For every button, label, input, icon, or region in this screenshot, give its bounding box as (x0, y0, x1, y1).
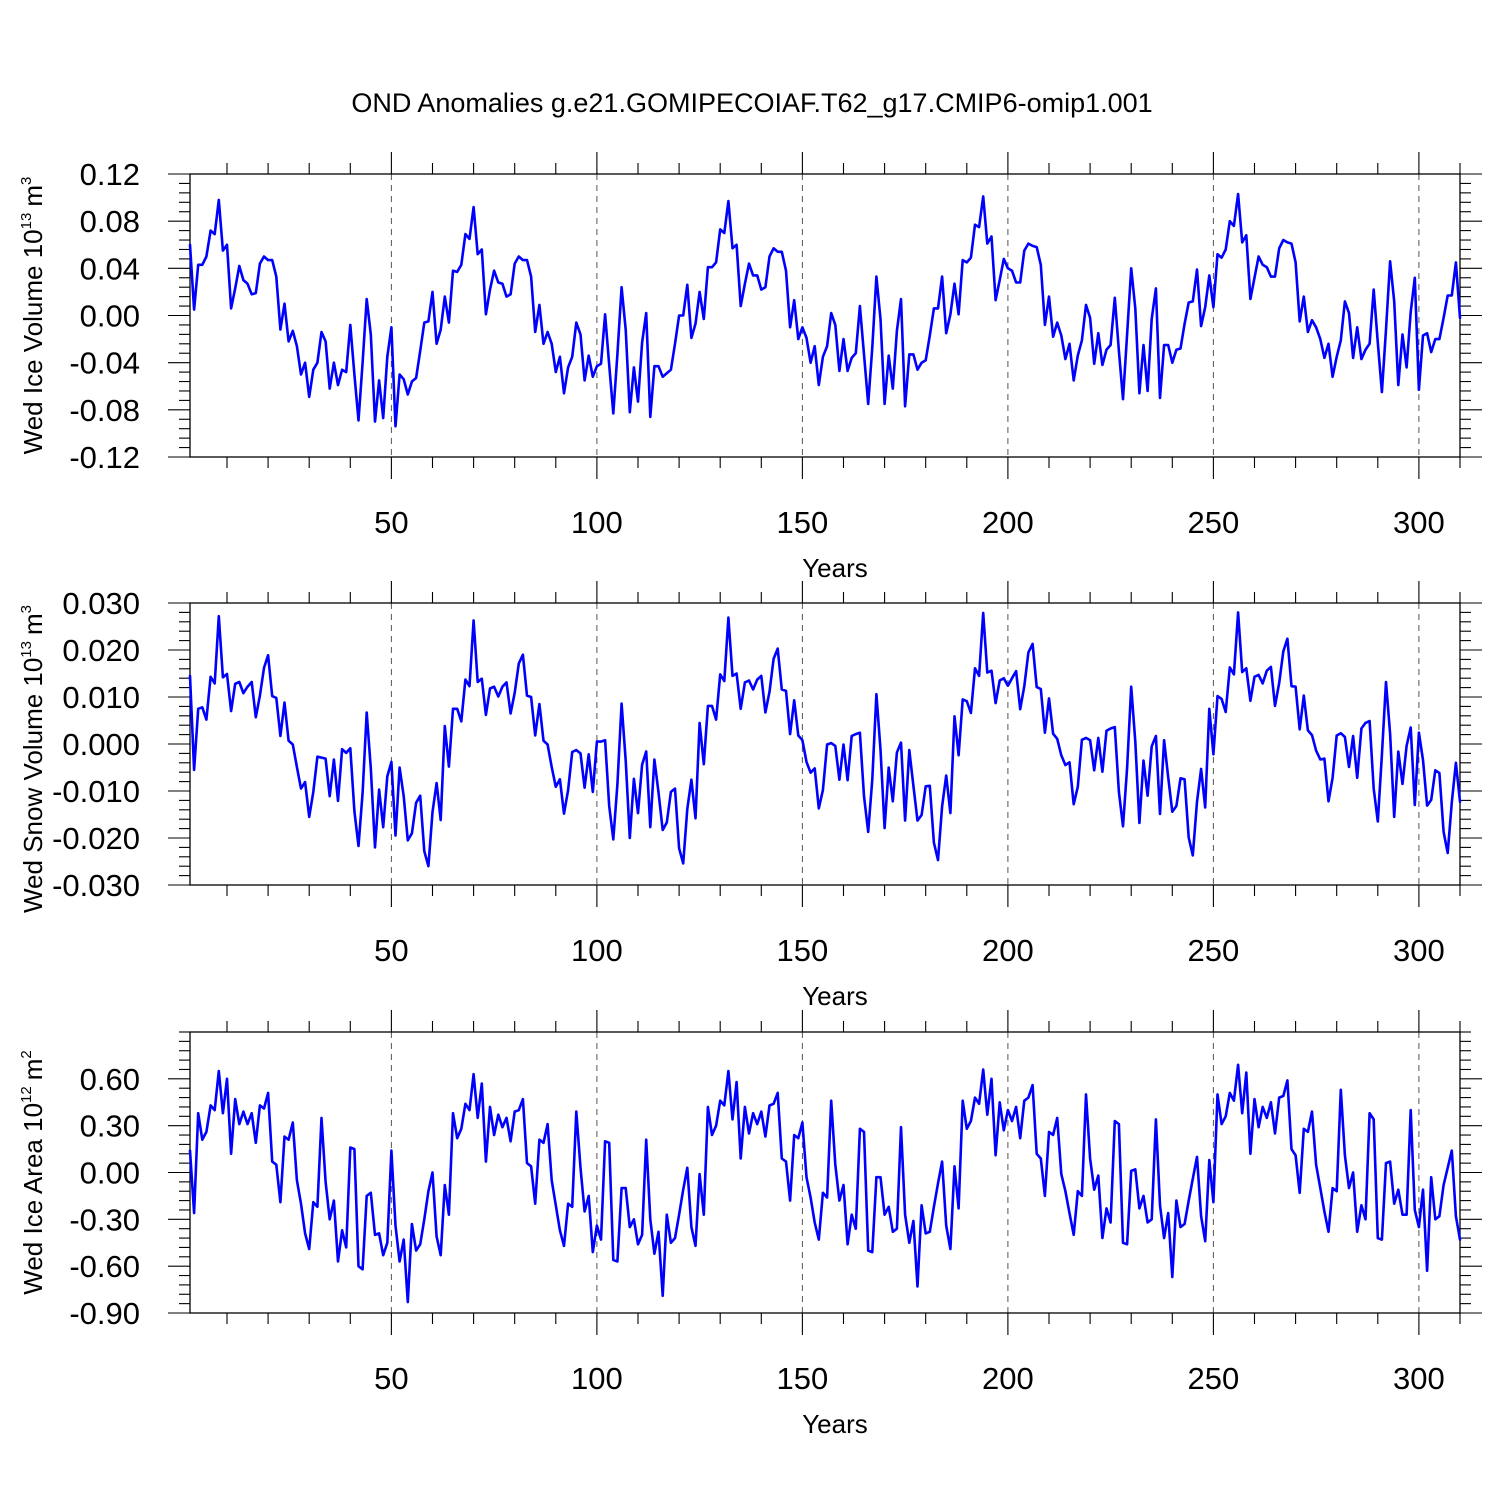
y-tick-label: 0.12 (80, 157, 140, 192)
y-axis-label-exponent: 13 (18, 213, 35, 230)
x-axis-label: Years (802, 1409, 868, 1439)
x-tick-label: 300 (1393, 933, 1445, 968)
y-axis-label-unit: m (18, 185, 48, 207)
panel-snow-volume: 50 100 150 200 250 300 0.030 0.020 0.010 0.000 -0.… (18, 581, 1482, 1011)
x-tick-label: 250 (1188, 933, 1240, 968)
y-tick-label: -0.60 (69, 1249, 140, 1284)
x-tick-label: 200 (982, 505, 1034, 540)
x-axis-label: Years (802, 553, 868, 583)
y-tick-label: -0.030 (52, 868, 140, 903)
y-axis-label-unit: m (18, 613, 48, 635)
y-tick-label: -0.010 (52, 774, 140, 809)
x-axis-label: Years (802, 981, 868, 1011)
x-tick-label: 150 (777, 505, 829, 540)
y-axis-label: Wed Ice Volume 1013 m3 (18, 177, 48, 455)
y-axis-label-unit-exponent: 3 (18, 177, 35, 185)
y-tick-label: -0.04 (69, 346, 140, 381)
y-tick-label: -0.30 (69, 1202, 140, 1237)
y-axis-label: Wed Ice Area 1012 m2 (18, 1050, 48, 1294)
y-tick-label: 0.010 (62, 680, 140, 715)
y-tick-label: 0.30 (80, 1109, 140, 1144)
y-tick-label: -0.020 (52, 821, 140, 856)
y-axis-label-unit: m (18, 1059, 48, 1081)
x-tick-label: 250 (1188, 505, 1240, 540)
x-tick-label: 50 (374, 1361, 408, 1396)
x-tick-label: 150 (777, 1361, 829, 1396)
y-axis-label-main: Wed Snow Volume 10 (18, 658, 48, 913)
y-tick-label: -0.12 (69, 440, 140, 475)
y-tick-label: 0.00 (80, 1156, 140, 1191)
y-tick-label: -0.90 (69, 1296, 140, 1331)
y-tick-label: 0.00 (80, 299, 140, 334)
x-tick-label: 300 (1393, 505, 1445, 540)
x-tick-label: 150 (777, 933, 829, 968)
y-tick-label: 0.020 (62, 633, 140, 668)
y-tick-label: 0.030 (62, 586, 140, 621)
x-tick-label: 100 (571, 1361, 623, 1396)
series-line-snow-volume (188, 611, 1462, 868)
x-tick-label: 300 (1393, 1361, 1445, 1396)
y-axis-label-main: Wed Ice Area 10 (18, 1103, 48, 1295)
series-line-ice-volume (188, 192, 1462, 428)
y-axis-label-exponent: 13 (18, 641, 35, 658)
plot-frame (189, 602, 1461, 886)
x-tick-label: 50 (374, 505, 408, 540)
panel-ice-volume: 50 100 150 200 250 300 0.12 0.08 0.04 0.00 -0.04 -0… (18, 152, 1482, 583)
series-line-ice-area (188, 1063, 1462, 1304)
y-tick-label: 0.000 (62, 727, 140, 762)
x-tick-label: 100 (571, 933, 623, 968)
y-tick-label: 0.04 (80, 251, 140, 286)
y-axis-label: Wed Snow Volume 1013 m3 (18, 605, 48, 913)
x-tick-label: 200 (982, 1361, 1034, 1396)
panel-ice-area: 50 100 150 200 250 300 0.60 0.30 0.00 -0.30 -0.60 -… (18, 1010, 1482, 1439)
x-tick-label: 250 (1188, 1361, 1240, 1396)
y-tick-label: -0.08 (69, 393, 140, 428)
y-axis-label-unit-exponent: 3 (18, 605, 35, 613)
x-tick-label: 200 (982, 933, 1034, 968)
x-tick-label: 50 (374, 933, 408, 968)
plot-frame (189, 1031, 1461, 1314)
panels: 50 100 150 200 250 3000.120.080.040.00-0.04-0… (18, 152, 1482, 1439)
y-axis-label-main: Wed Ice Volume 10 (18, 229, 48, 454)
y-tick-label: 0.60 (80, 1062, 140, 1097)
y-tick-label: 0.08 (80, 204, 140, 239)
y-axis-label-exponent: 12 (18, 1086, 35, 1103)
chart-title: OND Anomalies g.e21.GOMIPECOIAF.T62_g17.… (351, 88, 1152, 118)
plot-frame (189, 173, 1461, 458)
x-tick-label: 100 (571, 505, 623, 540)
y-axis-label-unit-exponent: 2 (18, 1050, 35, 1058)
